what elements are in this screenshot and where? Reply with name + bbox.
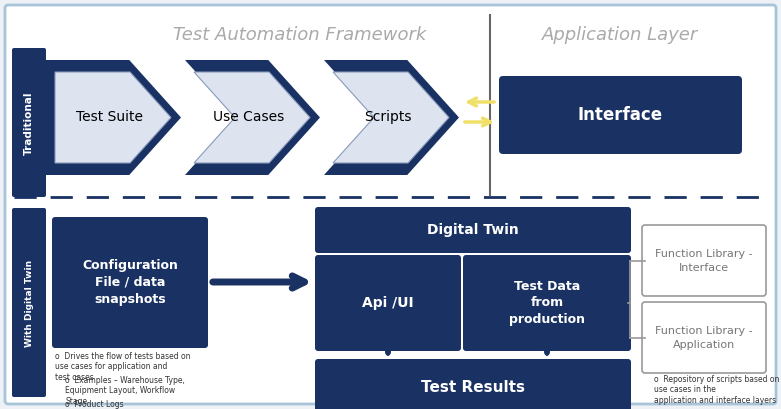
Text: Scripts: Scripts xyxy=(364,110,412,124)
Text: Digital Twin: Digital Twin xyxy=(427,223,519,237)
Polygon shape xyxy=(333,72,449,163)
Text: o  Drives the flow of tests based on
use cases for application and
test cases: o Drives the flow of tests based on use … xyxy=(55,352,191,382)
Text: o  Examples – Warehouse Type,
Equipment Layout, Workflow
Stage: o Examples – Warehouse Type, Equipment L… xyxy=(65,376,185,406)
Text: With Digital Twin: With Digital Twin xyxy=(24,259,34,346)
Polygon shape xyxy=(55,72,171,163)
FancyBboxPatch shape xyxy=(52,217,208,348)
FancyBboxPatch shape xyxy=(12,48,46,197)
Polygon shape xyxy=(324,60,459,175)
Text: Api /UI: Api /UI xyxy=(362,296,414,310)
FancyBboxPatch shape xyxy=(642,302,766,373)
FancyBboxPatch shape xyxy=(5,5,776,404)
Text: Use Cases: Use Cases xyxy=(213,110,284,124)
Text: Test Suite: Test Suite xyxy=(77,110,144,124)
FancyBboxPatch shape xyxy=(463,255,631,351)
FancyBboxPatch shape xyxy=(642,225,766,296)
Text: Interface: Interface xyxy=(577,106,662,124)
FancyBboxPatch shape xyxy=(499,76,742,154)
Text: o  Product Logs: o Product Logs xyxy=(65,400,123,409)
Polygon shape xyxy=(46,60,181,175)
Text: Application Layer: Application Layer xyxy=(542,26,698,44)
Text: Test Results: Test Results xyxy=(421,380,525,395)
Text: Traditional: Traditional xyxy=(24,91,34,155)
Text: Configuration
File / data
snapshots: Configuration File / data snapshots xyxy=(82,258,178,306)
Text: o  Repository of scripts based on use cases in the
application and interface lay: o Repository of scripts based on use cas… xyxy=(654,375,779,405)
Text: Test Data
from
production: Test Data from production xyxy=(509,281,585,326)
Text: Test Automation Framework: Test Automation Framework xyxy=(173,26,426,44)
Text: Function Library -
Application: Function Library - Application xyxy=(655,326,753,350)
Polygon shape xyxy=(185,60,320,175)
Text: Function Library -
Interface: Function Library - Interface xyxy=(655,249,753,273)
FancyBboxPatch shape xyxy=(315,359,631,409)
FancyBboxPatch shape xyxy=(12,208,46,397)
FancyBboxPatch shape xyxy=(315,207,631,253)
Polygon shape xyxy=(194,72,310,163)
FancyBboxPatch shape xyxy=(315,255,461,351)
